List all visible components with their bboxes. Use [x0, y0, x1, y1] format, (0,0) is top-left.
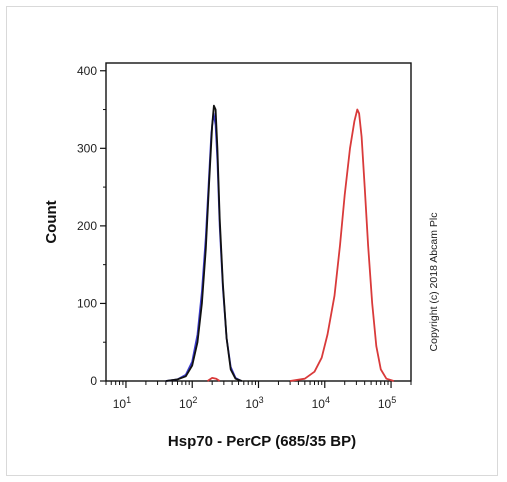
plot-area	[105, 62, 412, 382]
y-tick-label: 400	[77, 64, 97, 78]
y-tick-label: 200	[77, 219, 97, 233]
x-axis-title: Hsp70 - PerCP (685/35 BP)	[168, 433, 356, 450]
x-tick-label: 103	[245, 395, 263, 411]
series-line-2	[165, 104, 243, 382]
plot-border	[105, 62, 412, 382]
y-tick-label: 300	[77, 141, 97, 155]
x-tick-label: 101	[113, 395, 131, 411]
chart-frame	[6, 6, 498, 476]
series-line-3	[289, 108, 395, 382]
x-tick-label: 105	[378, 395, 396, 411]
y-tick-label: 0	[90, 374, 97, 388]
x-tick-label: 104	[312, 395, 330, 411]
x-tick-label: 102	[179, 395, 197, 411]
series-line-4	[207, 376, 221, 382]
y-axis-title: Count	[43, 200, 60, 243]
y-axis-ticks: 0 100 200 300 400	[77, 64, 106, 388]
series-line-1	[165, 112, 242, 382]
copyright-text: Copyright (c) 2018 Abcam Plc	[428, 213, 440, 352]
y-tick-label: 100	[77, 296, 97, 310]
x-axis-ticks: 101 102 103 104 105	[105, 381, 412, 411]
series-layer	[165, 104, 395, 382]
